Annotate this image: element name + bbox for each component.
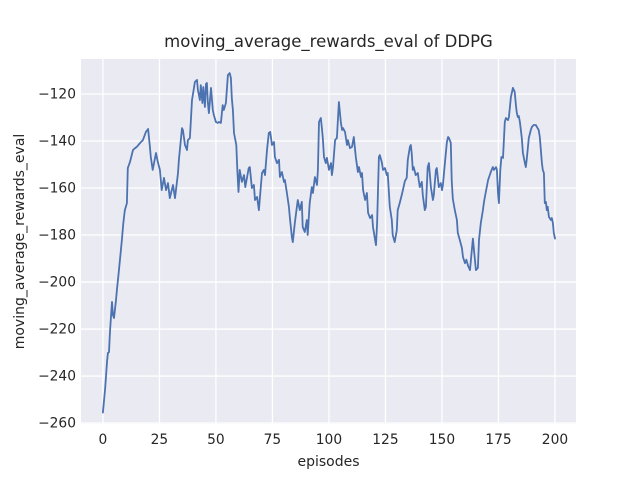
y-tick-label: −180 bbox=[38, 228, 76, 244]
x-tick-label: 125 bbox=[372, 432, 398, 448]
x-tick-label: 50 bbox=[207, 432, 225, 448]
tick-labels: 0 25 50 75 100 125 150 175 200 −120 −140 −160 −180 −2… bbox=[38, 87, 568, 448]
y-tick-label: −200 bbox=[38, 275, 76, 291]
x-tick-label: 0 bbox=[99, 432, 108, 448]
y-tick-label: −220 bbox=[38, 322, 76, 338]
reward-line bbox=[102, 72, 556, 414]
y-tick-label: −120 bbox=[38, 87, 76, 103]
y-tick-label: −260 bbox=[38, 416, 76, 432]
chart-title: moving_average_rewards_eval of DDPG bbox=[164, 32, 493, 52]
x-tick-label: 25 bbox=[151, 432, 169, 448]
x-tick-label: 200 bbox=[542, 432, 568, 448]
x-tick-label: 150 bbox=[429, 432, 455, 448]
y-tick-label: −240 bbox=[38, 369, 76, 385]
x-tick-label: 75 bbox=[264, 432, 282, 448]
y-tick-label: −140 bbox=[38, 134, 76, 150]
y-tick-label: −160 bbox=[38, 181, 76, 197]
y-axis-label: moving_average_rewards_eval bbox=[12, 134, 28, 350]
x-tick-label: 100 bbox=[316, 432, 342, 448]
x-axis-label: episodes bbox=[297, 454, 359, 470]
series-group bbox=[102, 72, 556, 414]
x-tick-label: 175 bbox=[485, 432, 511, 448]
